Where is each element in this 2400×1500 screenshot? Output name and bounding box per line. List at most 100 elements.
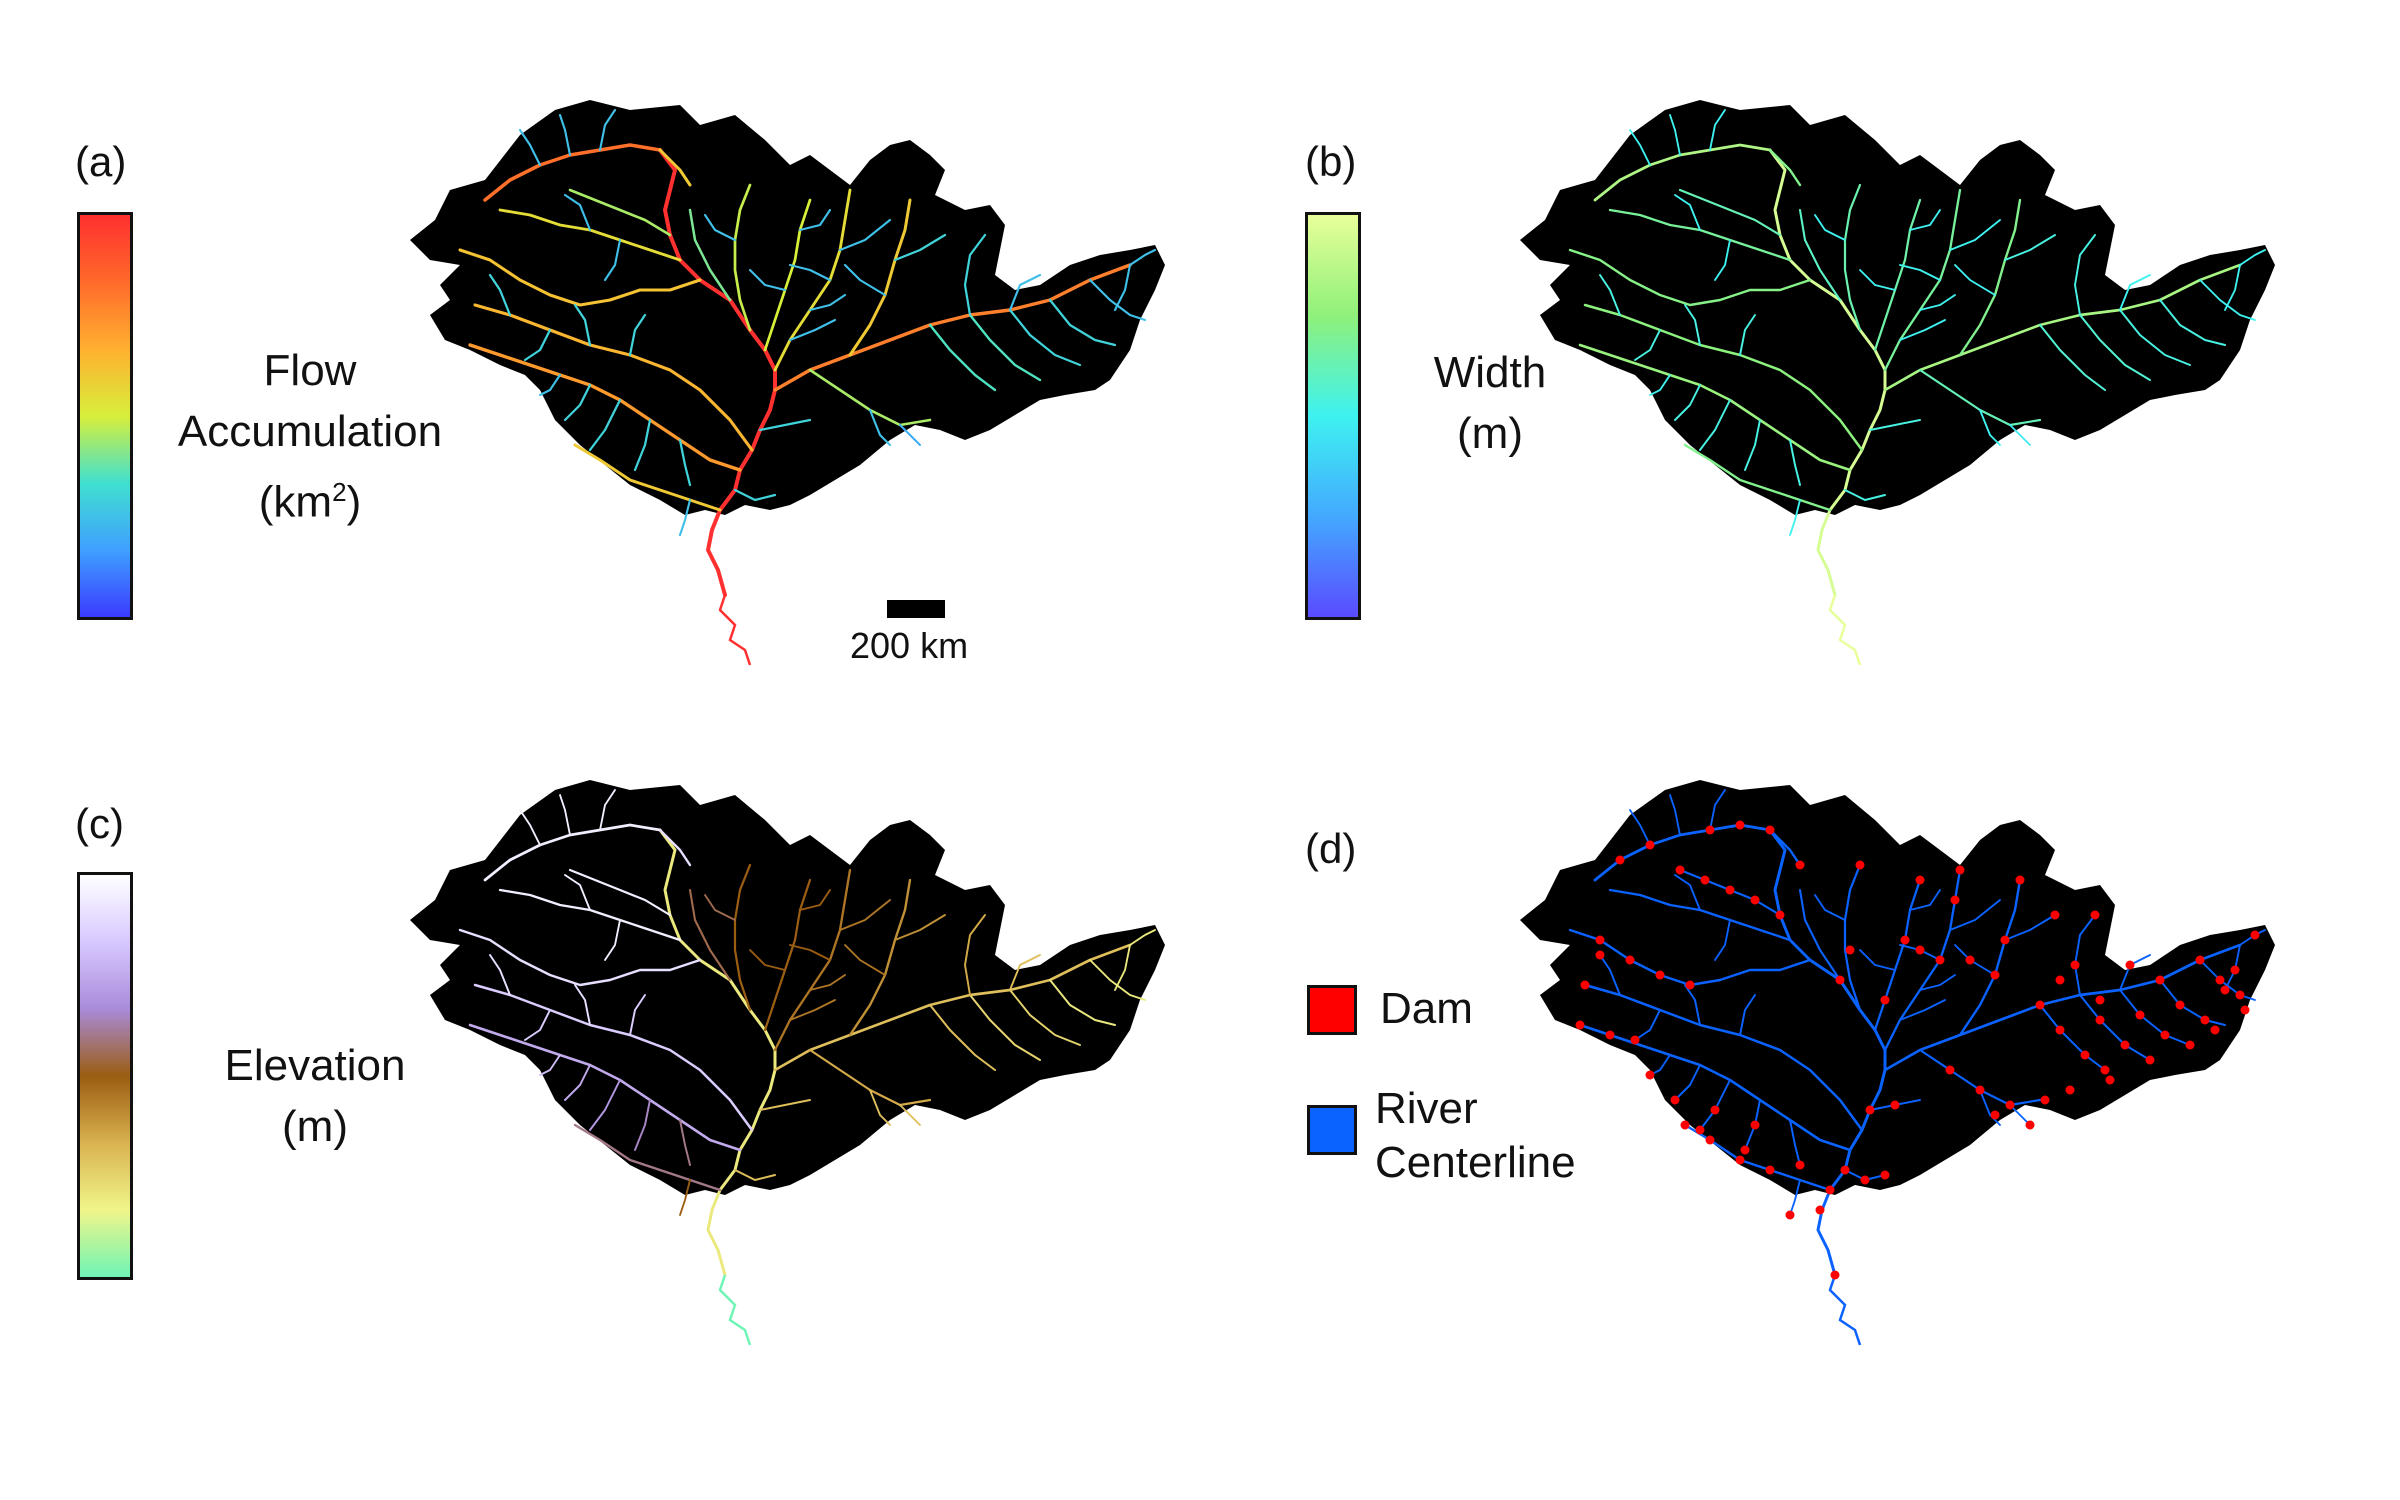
river-segment <box>1674 194 1701 231</box>
river-segment <box>1789 1179 1801 1216</box>
river-segment <box>1949 899 2001 931</box>
river-segment <box>588 398 622 452</box>
dam-marker <box>2050 910 2060 920</box>
dam-marker <box>2040 1095 2050 1105</box>
river-outlet <box>1828 1274 1862 1346</box>
river-segment <box>603 238 622 282</box>
dam-marker <box>2200 1015 2210 1025</box>
river-segment <box>894 914 946 941</box>
dam-marker <box>1605 1030 1615 1040</box>
river-segment <box>799 889 831 911</box>
river-segment <box>763 198 812 352</box>
river-segment <box>573 303 592 347</box>
river-segment <box>848 878 912 1037</box>
river-segment <box>1979 409 2001 446</box>
river-segment <box>798 208 832 232</box>
basin-map-svg <box>410 100 1165 666</box>
width-label-line1: Width <box>1433 348 1547 397</box>
legend-river-line2: Centerline <box>1375 1138 1576 1187</box>
river-segment <box>1578 1023 1852 1152</box>
river-segment <box>899 1104 921 1126</box>
river-segment <box>773 263 1132 392</box>
river-segment <box>928 323 997 392</box>
basin-outline <box>1520 780 2275 1195</box>
river-segment <box>564 874 591 911</box>
river-segment <box>1909 889 1941 911</box>
river-segment <box>2119 274 2151 311</box>
dam-marker <box>2175 1000 2185 1010</box>
river-segment <box>1979 1089 2001 1126</box>
dam-marker <box>1725 885 1735 895</box>
dam-marker <box>2065 1085 2075 1095</box>
legend-river-swatch <box>1307 1105 1357 1155</box>
river-segment <box>1789 439 1801 486</box>
river-segment <box>1883 263 2242 392</box>
river-segment <box>563 383 592 422</box>
river-segment <box>1088 278 1147 322</box>
dam-marker <box>1695 1125 1705 1135</box>
dam-marker <box>1865 1105 1875 1115</box>
dam-marker <box>1965 955 1975 965</box>
panel-d-letter: (d) <box>1305 825 1357 872</box>
dam-marker <box>2080 1050 2090 1060</box>
river-segment <box>1949 219 2001 251</box>
river-segment <box>1709 109 1726 151</box>
dam-marker <box>1765 825 1775 835</box>
river-segment <box>1768 828 1802 867</box>
panel-c-letter: (c) <box>75 800 124 847</box>
dam-marker <box>2145 1055 2155 1065</box>
river-segment <box>523 328 552 362</box>
dam-marker <box>1645 840 1655 850</box>
river-segment <box>1128 248 1157 267</box>
dam-marker <box>1685 980 1695 990</box>
dam-marker <box>1825 1185 1835 1195</box>
dam-marker <box>1735 820 1745 830</box>
river-segment <box>899 424 921 446</box>
dam-marker <box>1675 865 1685 875</box>
river-segment <box>733 863 752 1012</box>
dam-marker <box>1860 1175 1870 1185</box>
river-segment <box>1744 419 1761 471</box>
elevation-map <box>390 770 1190 1430</box>
river-segment <box>518 128 542 167</box>
river-segment <box>1798 208 1842 302</box>
river-segment <box>604 919 621 961</box>
legend-river-label: River Centerline <box>1375 1082 1576 1190</box>
river-segment <box>2009 1104 2031 1126</box>
river-segment <box>1958 198 2022 357</box>
river-segment <box>868 408 892 447</box>
river-segment <box>629 994 646 1036</box>
dam-marker <box>1900 935 1910 945</box>
river-segment <box>1008 273 1042 312</box>
dam-marker <box>2095 1015 2105 1025</box>
dam-marker <box>2125 960 2135 970</box>
river-segment <box>679 1179 691 1216</box>
river-segment <box>749 949 786 971</box>
river-segment <box>574 984 591 1026</box>
dam-marker <box>1705 1135 1715 1145</box>
dam-marker <box>1580 980 1590 990</box>
dam-marker <box>1655 970 1665 980</box>
river-segment <box>773 943 1132 1072</box>
dam-marker <box>1735 1155 1745 1165</box>
river-segment <box>658 828 692 867</box>
river-segment <box>1844 489 1886 501</box>
river-segment <box>928 1003 997 1072</box>
dam-marker <box>2250 930 2260 940</box>
river-segment <box>848 198 912 357</box>
dam-marker <box>1705 825 1715 835</box>
dam-marker <box>1795 1160 1805 1170</box>
river-segment <box>559 794 571 836</box>
river-segment <box>788 318 837 342</box>
river-segment <box>573 443 722 512</box>
river-segment <box>1954 264 1996 296</box>
dam-marker <box>2160 1030 2170 1040</box>
river-segment <box>1843 863 1862 1012</box>
dam-marker <box>1935 955 1945 965</box>
river-segment <box>1634 329 1661 361</box>
flow-label-sup: 2 <box>332 477 347 507</box>
dam-marker <box>2000 935 2010 945</box>
dam-marker <box>1775 910 1785 920</box>
river-segment <box>1814 214 1846 241</box>
river-segment <box>1873 198 1922 352</box>
